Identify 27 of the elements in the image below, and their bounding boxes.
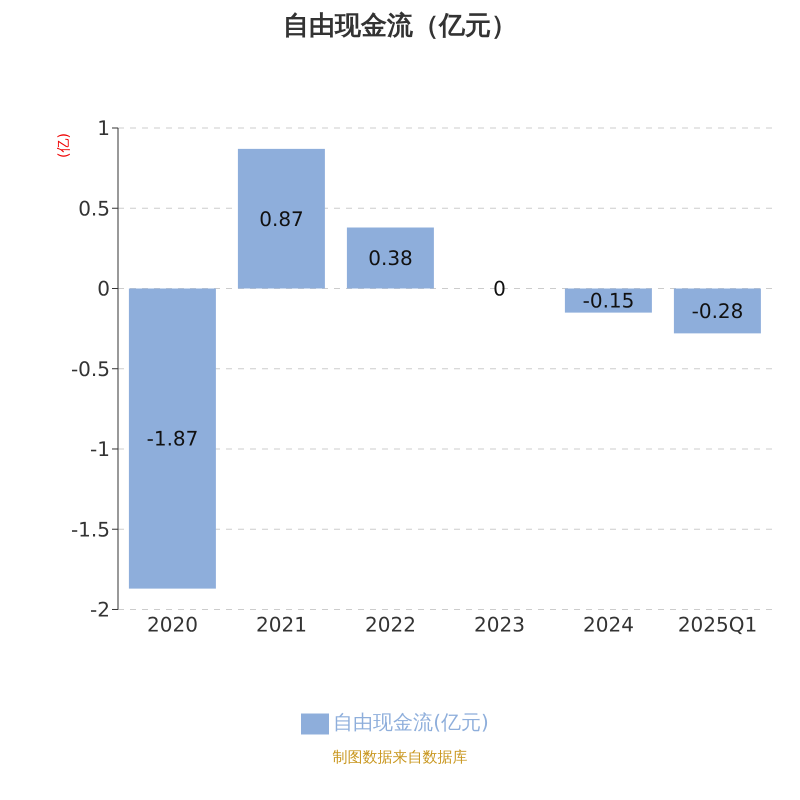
x-tick-label: 2020 [147, 612, 198, 637]
y-tick-label: -1.5 [70, 517, 110, 542]
y-tick-label: -1 [90, 437, 110, 462]
data-label: 0.38 [368, 246, 413, 270]
y-tick-label: -0.5 [70, 356, 110, 381]
x-tick-label: 2021 [256, 612, 307, 637]
y-tick-label: 1 [97, 116, 110, 140]
x-tick-label: 2022 [365, 612, 416, 637]
x-tick-label: 2024 [583, 612, 634, 637]
bar [346, 228, 434, 288]
data-label: 0.87 [259, 206, 304, 231]
text: 制图数据来自数据库 [332, 748, 468, 767]
data-label: -0.15 [582, 288, 634, 313]
x-tick-label: 2025Q1 [678, 612, 758, 637]
bar [128, 288, 216, 589]
y-tick-label: 0 [97, 276, 110, 301]
legend-label: 自由现金流(亿元) [333, 710, 489, 734]
chart-title: 自由现金流（亿元） [282, 10, 518, 43]
y-tick-label: 0.5 [78, 196, 110, 220]
bar [674, 288, 761, 334]
data-label: 0 [493, 276, 506, 301]
y-tick-label: -2 [90, 598, 110, 622]
bar [238, 148, 325, 288]
data-label: -1.87 [146, 426, 198, 451]
y-axis-title: (亿) [56, 133, 72, 158]
x-tick-label: 2023 [474, 612, 525, 637]
data-label: -0.28 [692, 299, 744, 324]
